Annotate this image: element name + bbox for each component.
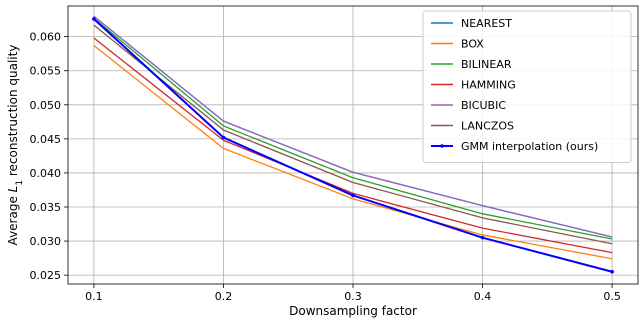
y-axis-ticks: 0.025 0.030 0.035 0.040 0.045 0.050 0.055 0.060 — [30, 31, 68, 282]
x-axis-ticks: 0.1 0.2 0.3 0.4 0.5 — [85, 284, 621, 303]
x-tick-label: 0.2 — [215, 290, 233, 303]
legend-entry: BOX — [461, 38, 484, 51]
legend-entry: GMM interpolation (ours) — [461, 140, 598, 153]
y-axis-label-suffix: reconstruction quality — [6, 45, 20, 180]
series-point — [92, 17, 96, 21]
y-axis-label-symbol: L — [6, 186, 20, 193]
legend-entry: BICUBIC — [461, 99, 506, 112]
y-tick-label: 0.035 — [30, 201, 62, 214]
series-line-2 — [93, 17, 613, 240]
series-point — [480, 235, 485, 240]
x-tick-label: 0.1 — [85, 290, 103, 303]
legend-entry: HAMMING — [461, 79, 516, 92]
x-axis-label: Downsampling factor — [289, 304, 417, 318]
series-line-5 — [93, 24, 613, 245]
x-tick-label: 0.5 — [603, 290, 621, 303]
series-point — [351, 193, 355, 198]
legend: NEAREST BOX BILINEAR HAMMING BICUBIC LANCZOS G… — [422, 10, 632, 163]
x-tick-label: 0.3 — [344, 290, 362, 303]
y-tick-label: 0.060 — [30, 31, 62, 44]
series-point — [221, 135, 226, 140]
y-tick-label: 0.055 — [30, 65, 62, 78]
legend-entry: NEAREST — [461, 17, 512, 30]
y-tick-label: 0.040 — [30, 167, 62, 180]
legend-entry: LANCZOS — [461, 120, 514, 133]
series-line-3 — [93, 37, 613, 254]
y-axis-label: Average L1 reconstruction quality — [6, 45, 25, 246]
y-axis-label-prefix: Average — [6, 192, 20, 245]
legend-marker — [440, 144, 444, 148]
series-line-1 — [93, 45, 613, 260]
y-tick-label: 0.045 — [30, 133, 62, 146]
series-point — [610, 269, 614, 274]
series-line-4 — [93, 15, 613, 238]
x-tick-label: 0.4 — [474, 290, 492, 303]
y-tick-label: 0.025 — [30, 269, 62, 282]
y-tick-label: 0.030 — [30, 235, 62, 248]
y-axis-label-subscript: 1 — [15, 180, 25, 186]
legend-box — [422, 10, 632, 163]
y-tick-label: 0.050 — [30, 99, 62, 112]
legend-entry: BILINEAR — [461, 58, 512, 71]
series-lines — [92, 15, 614, 274]
